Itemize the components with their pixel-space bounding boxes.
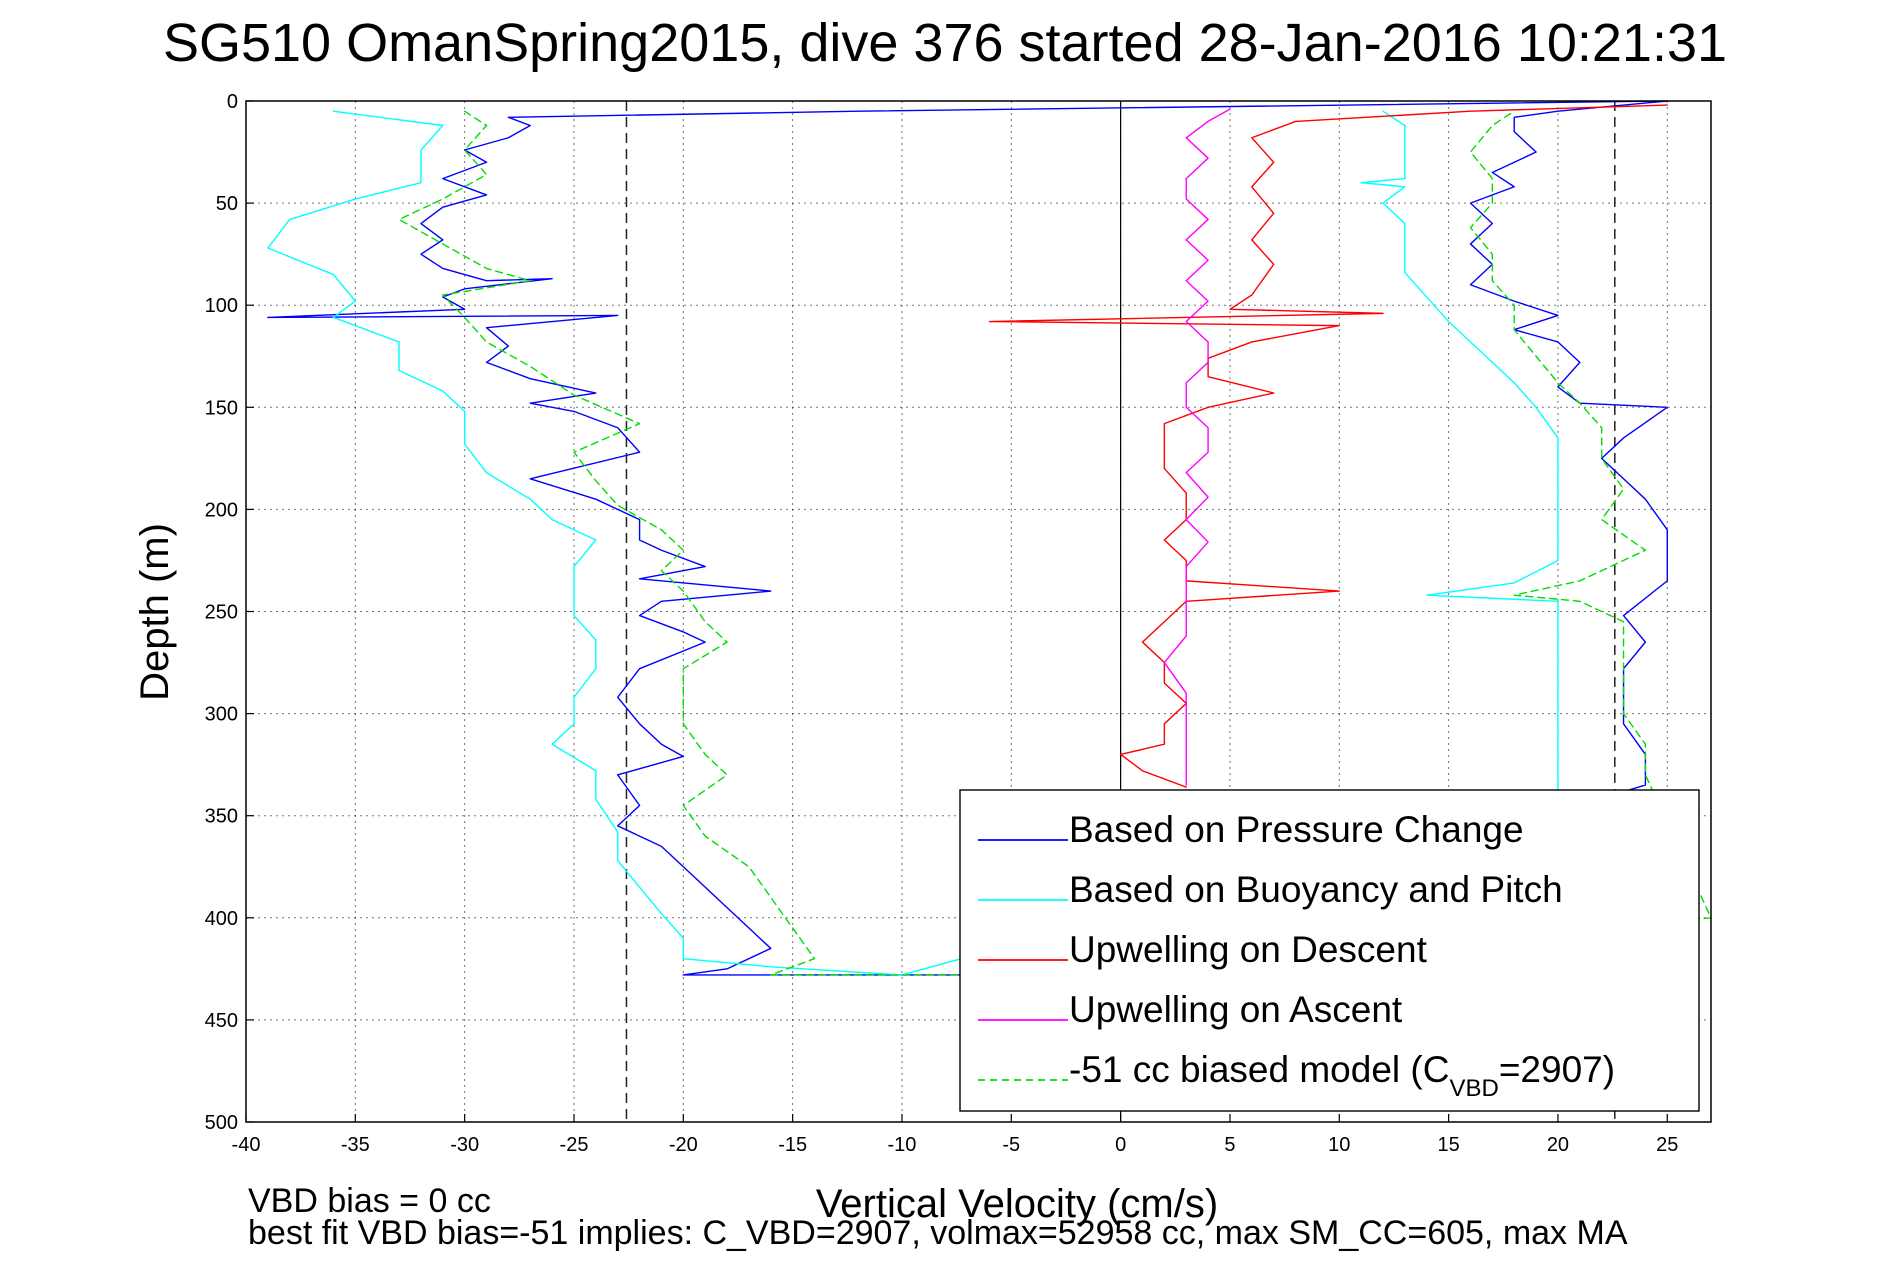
series-line-2 [267,110,1559,976]
legend-label: Upwelling on Descent [1069,929,1428,970]
series-line-3 [988,104,1668,788]
x-tick-label: 15 [1437,1134,1459,1156]
x-tick-label: -20 [669,1134,698,1156]
legend-label: Based on Buoyancy and Pitch [1069,869,1563,910]
x-tick-label: -10 [888,1134,917,1156]
y-tick-label: 500 [205,1112,238,1134]
y-tick-label: 400 [205,908,238,930]
vbd-bias-annotation: VBD bias = 0 cc [248,1182,491,1220]
data-series [267,100,1712,976]
legend: Based on Pressure Change Based on Buoyanc… [959,789,1700,1112]
y-tick-label: 250 [205,602,238,624]
x-tick-label: -40 [232,1134,261,1156]
x-tick-label: -25 [560,1134,589,1156]
legend-label-main: Based on Pressure Change [1069,809,1524,850]
legend-label: -51 cc biased model (CVBD=2907) [1069,1049,1615,1102]
series-line-4 [1163,108,1231,786]
legend-label-main: Based on Buoyancy and Pitch [1069,869,1563,910]
legend-suffix: =2907) [1499,1049,1615,1090]
y-tick-label: 0 [227,91,238,113]
y-tick-label: 450 [205,1010,238,1032]
legend-label-main: Upwelling on Ascent [1069,989,1403,1030]
y-tick-label: 100 [205,295,238,317]
legend-label-main: Upwelling on Descent [1069,929,1428,970]
legend-subscript: VBD [1449,1075,1498,1102]
x-tick-label: 0 [1115,1134,1126,1156]
y-tick-label: 150 [205,397,238,419]
x-tick-label: -30 [450,1134,479,1156]
y-axis-label: Depth (m) [133,523,177,701]
chart-title: SG510 OmanSpring2015, dive 376 started 2… [163,13,1727,73]
x-tick-label: 25 [1656,1134,1678,1156]
x-tick-label: -5 [1002,1134,1020,1156]
best-fit-annotation: best fit VBD bias=-51 implies: C_VBD=290… [248,1214,1628,1252]
x-tick-label: 10 [1328,1134,1350,1156]
legend-box [959,789,1700,1112]
x-tick-label: -35 [341,1134,370,1156]
legend-label: Upwelling on Ascent [1069,989,1403,1030]
series-line-5 [398,110,1712,976]
y-tick-label: 300 [205,704,238,726]
x-axis-label: Vertical Velocity (cm/s) [816,1182,1218,1226]
legend-label-main: -51 cc biased model (C [1069,1049,1449,1090]
x-tick-label: -15 [778,1134,807,1156]
x-tick-label: 5 [1224,1134,1235,1156]
y-tick-label: 350 [205,806,238,828]
y-tick-label: 200 [205,499,238,521]
legend-label: Based on Pressure Change [1069,809,1524,850]
y-tick-label: 50 [216,193,238,215]
x-tick-label: 20 [1547,1134,1569,1156]
axis-ticks: -40 -35 -30 -25 -20 -15 -10 -5 0 5 10 15 20 250501001… [205,91,1679,1156]
